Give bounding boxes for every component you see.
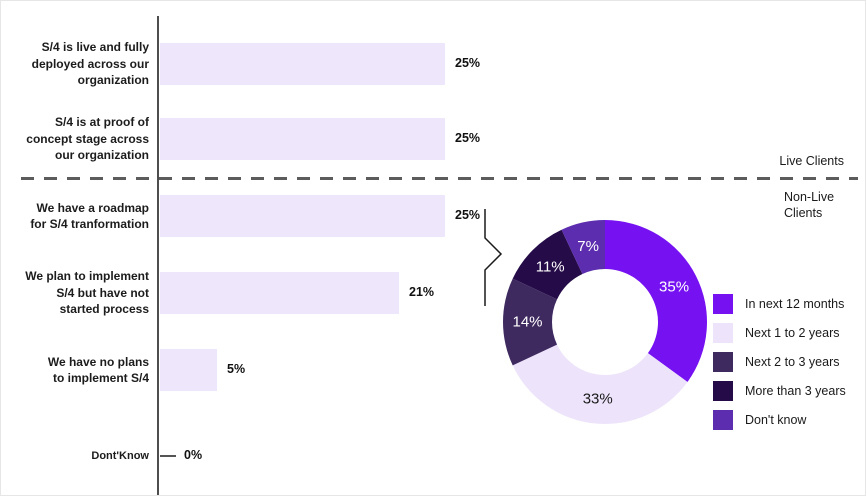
legend-item: Next 2 to 3 years [713, 352, 846, 372]
legend-swatch [713, 381, 733, 401]
legend-item-label: Don't know [745, 413, 807, 427]
donut-slice-2 [512, 344, 688, 424]
live-clients-label: Live Clients [779, 154, 844, 168]
donut-legend: In next 12 months Next 1 to 2 years Next 2… [713, 294, 846, 439]
legend-item-label: Next 2 to 3 years [745, 355, 840, 369]
bar-category-label: We have a roadmap for S/4 tranformation [30, 200, 149, 232]
legend-item: Next 1 to 2 years [713, 323, 846, 343]
bar-value-label: 25% [455, 131, 481, 145]
brace-line [484, 209, 503, 306]
legend-item-label: In next 12 months [745, 297, 845, 311]
donut-slice-5 [561, 220, 605, 275]
bar-rect [160, 349, 217, 391]
legend-swatch [713, 410, 733, 430]
bar-value-label: 5% [227, 362, 246, 376]
bar-category-label: Dont'Know [91, 449, 149, 462]
bar-value-label: 25% [455, 56, 481, 70]
zero-value-tick [160, 455, 176, 457]
bar-value-label: 0% [184, 448, 203, 462]
y-axis-line [157, 16, 159, 495]
bar-category-label: S/4 is at proof of concept stage across … [26, 115, 149, 163]
legend-item: Don't know [713, 410, 846, 430]
donut-chart: 35% 33% 14% 11% 7% [503, 220, 707, 424]
legend-swatch [713, 352, 733, 372]
donut-slice-label: 11% [536, 259, 565, 276]
donut-slice-label: 14% [512, 314, 542, 331]
donut-slice-3 [503, 278, 558, 366]
bar-category-label: We plan to implement S/4 but have not st… [25, 269, 149, 317]
brace-connector [484, 209, 503, 306]
legend-item: More than 3 years [713, 381, 846, 401]
donut-slice-label: 33% [583, 391, 613, 408]
bar-rect [160, 43, 445, 85]
bar-value-label: 21% [409, 285, 435, 299]
bar-rect [160, 272, 399, 314]
bar-category-label: S/4 is live and fully deployed across ou… [31, 40, 149, 88]
live-nonlive-divider-line [21, 177, 858, 180]
legend-swatch [713, 323, 733, 343]
legend-item-label: More than 3 years [745, 384, 846, 398]
non-live-clients-label: Non-Live Clients [784, 190, 835, 220]
donut-slice-4 [512, 229, 583, 300]
bar-category-label: We have no plans to implement S/4 [47, 354, 149, 386]
bar-rect [160, 118, 445, 160]
bar-value-label: 25% [455, 208, 481, 222]
bar-rect [160, 195, 445, 237]
legend-item-label: Next 1 to 2 years [745, 326, 840, 340]
legend-swatch [713, 294, 733, 314]
legend-item: In next 12 months [713, 294, 846, 314]
donut-slice-label: 35% [659, 278, 689, 295]
donut-slice-1 [605, 220, 707, 382]
donut-slice-label: 7% [577, 238, 599, 255]
